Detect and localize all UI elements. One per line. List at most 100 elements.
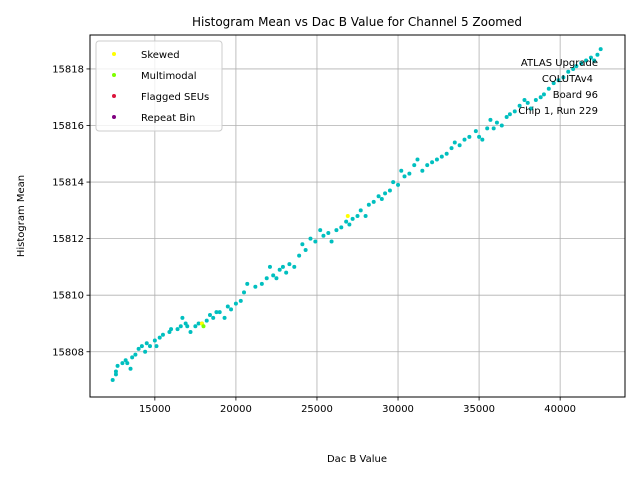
data-point-normal	[504, 115, 509, 120]
data-point-normal	[267, 264, 272, 269]
data-point-normal	[517, 103, 522, 108]
data-point-normal	[376, 194, 381, 199]
data-point-normal	[538, 95, 543, 100]
data-point-normal	[334, 228, 339, 233]
points-layer	[110, 47, 603, 383]
data-point-normal	[233, 301, 238, 306]
data-point-normal	[420, 168, 425, 173]
data-point-normal	[546, 86, 551, 91]
data-point-normal	[473, 129, 478, 134]
data-point-normal	[358, 208, 363, 213]
data-point-normal	[185, 324, 190, 329]
legend-marker-skewed	[112, 52, 116, 56]
data-point-normal	[383, 191, 388, 196]
data-point-normal	[211, 315, 216, 320]
data-point-normal	[434, 157, 439, 162]
data-point-normal	[193, 324, 198, 329]
data-point-normal	[277, 267, 282, 272]
data-point-normal	[238, 298, 243, 303]
y-tick-label: 15810	[52, 291, 84, 302]
data-point-normal	[113, 369, 118, 374]
x-tick-label: 15000	[139, 404, 171, 415]
x-tick-label: 20000	[220, 404, 252, 415]
data-point-normal	[326, 230, 331, 235]
grid-layer	[90, 35, 625, 397]
data-point-normal	[415, 157, 420, 162]
data-point-normal	[242, 290, 247, 295]
data-point-normal	[274, 276, 279, 281]
data-point-normal	[308, 236, 313, 241]
data-point-normal	[507, 112, 512, 117]
data-point-normal	[297, 253, 302, 258]
data-point-normal	[561, 75, 566, 80]
x-axis-title: Dac B Value	[327, 454, 387, 465]
data-point-normal	[313, 239, 318, 244]
annotation-line-3: Board 96	[553, 90, 598, 101]
data-point-normal	[128, 366, 133, 371]
data-point-normal	[139, 344, 144, 349]
data-point-normal	[477, 134, 482, 139]
data-point-normal	[396, 182, 401, 187]
data-point-normal	[584, 58, 589, 63]
data-point-normal	[551, 81, 556, 86]
data-point-normal	[541, 92, 546, 97]
legend-label-flagged-seus: Flagged SEUs	[141, 92, 209, 103]
data-point-normal	[147, 344, 152, 349]
legend-marker-repeat-bin	[112, 115, 116, 119]
legend-label-skewed: Skewed	[141, 50, 180, 61]
data-point-normal	[143, 349, 148, 354]
y-tick-label: 15818	[52, 64, 84, 75]
data-point-normal	[350, 216, 355, 221]
data-point-normal	[399, 168, 404, 173]
data-point-normal	[196, 321, 201, 326]
data-point-normal	[110, 378, 115, 383]
data-point-normal	[169, 327, 174, 332]
data-point-normal	[253, 284, 258, 289]
data-point-normal	[280, 264, 285, 269]
data-point-normal	[160, 332, 165, 337]
data-point-normal	[488, 117, 493, 122]
data-point-normal	[214, 310, 219, 315]
data-point-normal	[444, 151, 449, 156]
data-point-skewed	[345, 214, 350, 218]
data-point-normal	[533, 98, 538, 103]
data-point-normal	[579, 61, 584, 66]
annotation-line-4: Chip 1, Run 229	[518, 106, 598, 117]
legend-marker-flagged-seus	[112, 94, 116, 98]
data-point-normal	[125, 361, 130, 366]
data-point-normal	[363, 214, 368, 218]
data-point-normal	[499, 123, 504, 128]
legend-label-repeat-bin: Repeat Bin	[141, 113, 195, 124]
data-point-normal	[425, 163, 430, 168]
data-point-normal	[528, 106, 533, 111]
data-point-normal	[462, 137, 467, 142]
chart-title: Histogram Mean vs Dac B Value for Channe…	[192, 15, 522, 29]
y-axis-ticks: 15808 15810 15812 15814 15816 15818	[52, 64, 90, 358]
data-point-normal	[452, 140, 457, 145]
data-point-normal	[522, 98, 527, 103]
data-point-normal	[439, 154, 444, 159]
data-point-normal	[204, 318, 209, 323]
data-point-normal	[571, 66, 576, 71]
y-tick-label: 15816	[52, 121, 84, 132]
data-point-normal	[225, 304, 230, 309]
data-point-normal	[144, 341, 149, 346]
data-point-normal	[379, 197, 384, 202]
data-point-normal	[412, 163, 417, 168]
data-point-normal	[303, 247, 308, 252]
data-point-normal	[287, 262, 292, 267]
legend-label-multimodal: Multimodal	[141, 71, 197, 82]
data-point-multimodal	[201, 324, 206, 329]
data-point-normal	[154, 344, 159, 349]
x-axis-ticks: 15000 20000 25000 30000 35000 40000	[139, 397, 576, 415]
data-point-normal	[175, 327, 180, 332]
data-point-normal	[556, 78, 561, 83]
data-point-normal	[284, 270, 289, 275]
data-point-normal	[329, 239, 334, 244]
legend: Skewed Multimodal Flagged SEUs Repeat Bi…	[95, 40, 223, 132]
data-point-normal	[347, 222, 352, 227]
x-tick-label: 40000	[544, 404, 576, 415]
data-point-normal	[115, 363, 120, 368]
data-point-normal	[480, 137, 485, 142]
